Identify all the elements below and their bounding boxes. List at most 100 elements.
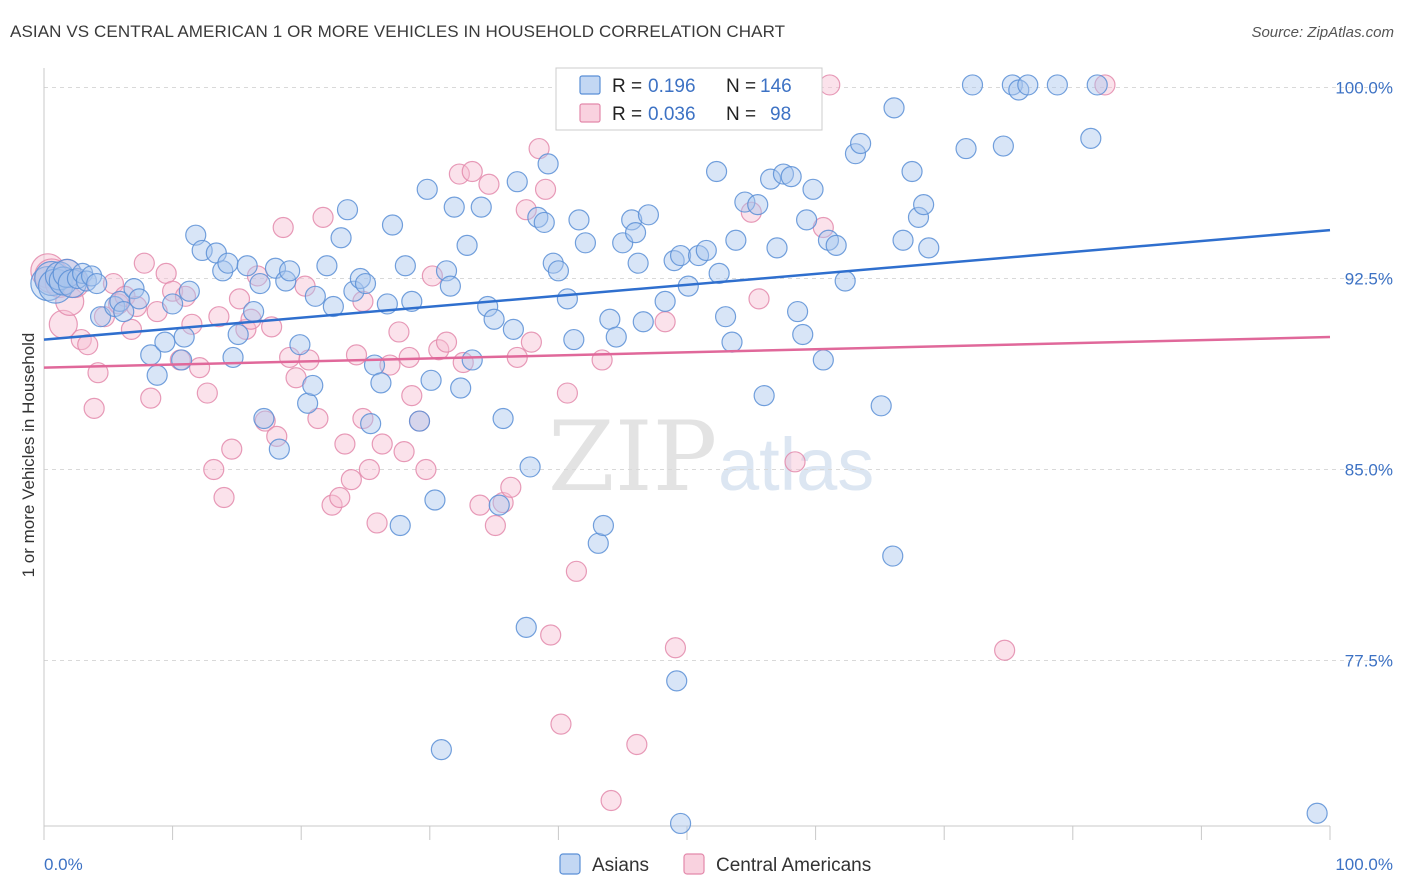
chart-title: ASIAN VS CENTRAL AMERICAN 1 OR MORE VEHI… — [10, 22, 786, 41]
asians-point-127 — [901, 160, 923, 183]
asians-point-142 — [430, 738, 452, 761]
asians-point-105 — [721, 331, 743, 353]
central-americans-point-79 — [565, 560, 588, 582]
asians-point-33 — [249, 272, 271, 295]
asians-point-21 — [162, 293, 184, 315]
asians-point-102 — [705, 160, 728, 183]
asians-point-140 — [882, 545, 904, 567]
central-americans-point-56 — [393, 441, 415, 463]
asians-point-41 — [297, 392, 319, 414]
asians-points — [30, 74, 1328, 835]
legend-n-label-central-americans: N = — [726, 104, 756, 125]
central-americans-point-75 — [534, 178, 557, 200]
asians-point-40 — [289, 334, 311, 356]
y-tick-label-0: 100.0% — [1335, 78, 1393, 97]
central-americans-point-73 — [520, 331, 542, 353]
asians-point-15 — [113, 300, 135, 323]
central-americans-point-17 — [133, 252, 155, 274]
central-americans-point-28 — [208, 306, 230, 328]
central-americans-point-29 — [213, 486, 235, 509]
asians-point-69 — [470, 196, 492, 218]
central-americans-point-30 — [221, 438, 243, 460]
asians-point-66 — [450, 377, 472, 399]
central-americans-point-52 — [366, 512, 388, 534]
asians-point-47 — [336, 199, 359, 221]
asians-point-44 — [316, 255, 338, 277]
asians-point-124 — [870, 395, 892, 417]
asians-point-11 — [86, 272, 108, 295]
asians-point-37 — [268, 438, 290, 460]
bottom-legend: Asians Central Americans — [559, 853, 871, 876]
central-americans-point-24 — [181, 313, 203, 335]
asians-point-84 — [563, 328, 585, 351]
central-americans-point-33 — [240, 308, 262, 330]
asians-point-58 — [401, 290, 423, 312]
asians-point-20 — [154, 331, 176, 353]
asians-point-32 — [243, 300, 265, 323]
central-americans-point-90 — [784, 451, 806, 473]
asians-point-35 — [253, 407, 275, 430]
asians-point-55 — [381, 214, 404, 236]
chart-source: Source: ZipAtlas.com — [1251, 24, 1394, 41]
asians-point-17 — [128, 288, 150, 310]
legend-n-value-asians: 146 — [760, 76, 792, 97]
asians-point-53 — [370, 372, 392, 394]
legend-box: R = 0.196 N = 146 R = 0.036 N = 98 — [555, 67, 823, 131]
asians-point-73 — [492, 407, 514, 430]
y-tick-labels: 100.0% 92.5% 85.0% 77.5% — [1335, 78, 1393, 670]
y-tick-label-2: 85.0% — [1345, 460, 1393, 479]
asians-point-111 — [766, 237, 788, 259]
asians-point-90 — [605, 326, 627, 348]
asians-point-128 — [907, 206, 930, 228]
asians-point-83 — [556, 288, 579, 310]
bottom-legend-swatch-asians — [559, 853, 581, 875]
asians-trend-line — [43, 228, 1331, 341]
asians-point-76 — [515, 616, 537, 638]
asians-point-112 — [772, 163, 795, 185]
asians-point-137 — [1046, 74, 1068, 96]
asians-point-79 — [533, 211, 555, 234]
asians-point-115 — [792, 323, 814, 346]
central-americans-point-10 — [87, 362, 109, 384]
watermark: ZIP atlas — [548, 401, 874, 513]
x-tick-label-right: 100.0% — [1335, 855, 1393, 874]
bottom-legend-swatch-central-americans — [683, 853, 705, 875]
central-americans-point-59 — [415, 458, 437, 481]
central-americans-point-93 — [994, 639, 1016, 661]
asians-point-56 — [389, 514, 411, 537]
asians-point-123 — [850, 132, 872, 155]
legend-n-value-central-americans: 98 — [770, 104, 791, 125]
asians-point-72 — [488, 494, 510, 516]
central-americans-point-69 — [492, 491, 514, 514]
asians-point-132 — [961, 74, 984, 96]
central-americans-point-45 — [321, 494, 343, 516]
asians-point-88 — [592, 514, 615, 537]
central-americans-point-62 — [435, 331, 458, 353]
central-americans-point-21 — [162, 280, 184, 302]
central-americans-point-83 — [654, 311, 676, 333]
legend-n-label-asians: N = — [726, 76, 756, 97]
central-americans-point-20 — [155, 262, 177, 284]
asians-point-101 — [695, 239, 717, 262]
central-americans-point-26 — [196, 382, 218, 404]
central-americans-point-78 — [556, 382, 579, 404]
asians-point-96 — [654, 290, 676, 312]
central-americans-point-44 — [312, 206, 334, 228]
asians-point-131 — [955, 137, 977, 160]
x-axis-ticks — [43, 826, 1331, 840]
asians-point-87 — [587, 532, 609, 554]
central-americans-point-9 — [83, 397, 105, 419]
central-americans-point-15 — [120, 318, 143, 340]
central-americans-point-18 — [140, 387, 162, 409]
central-americans-point-65 — [461, 160, 483, 183]
asians-point-139 — [1086, 74, 1108, 96]
asians-point-68 — [461, 349, 483, 371]
central-americans-point-46 — [329, 486, 351, 509]
central-americans-point-37 — [266, 425, 288, 447]
asians-point-65 — [443, 196, 465, 218]
asians-point-43 — [304, 285, 326, 307]
asians-point-23 — [173, 326, 195, 348]
asians-point-117 — [802, 178, 824, 200]
asians-point-60 — [416, 178, 438, 200]
